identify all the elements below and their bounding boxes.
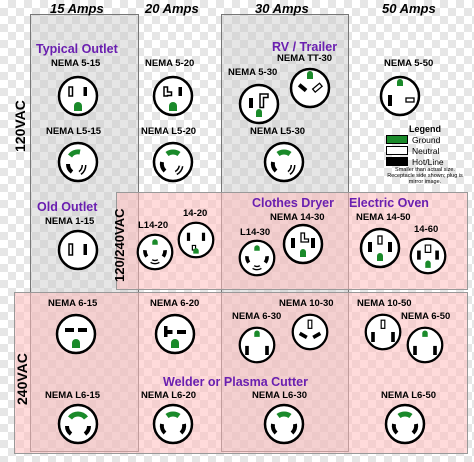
group-title-electric-oven: Electric Oven bbox=[349, 196, 429, 210]
label-nema-5-30: NEMA 5-30 bbox=[228, 67, 278, 78]
receptacle-nema-14-30 bbox=[282, 223, 324, 265]
legend-item-ground: Ground bbox=[386, 134, 464, 145]
receptacle-nema-l6-15 bbox=[57, 403, 99, 445]
label-nema-14-50: NEMA 14-50 bbox=[356, 212, 411, 223]
label-nema-6-20: NEMA 6-20 bbox=[150, 298, 200, 309]
label-nema-l6-15: NEMA L6-15 bbox=[45, 390, 101, 401]
receptacle-nema-6-15 bbox=[55, 313, 97, 355]
label-nema-tt-30: NEMA TT-30 bbox=[277, 53, 333, 64]
legend-swatch-hot bbox=[386, 157, 408, 166]
receptacle-l14-20 bbox=[136, 233, 174, 271]
receptacle-nema-l5-15 bbox=[57, 141, 99, 183]
label-nema-6-30: NEMA 6-30 bbox=[232, 311, 282, 322]
legend-swatch-neutral bbox=[386, 146, 408, 155]
legend-label-ground: Ground bbox=[412, 134, 441, 145]
receptacle-nema-6-30 bbox=[238, 326, 276, 364]
receptacle-nema-tt-30 bbox=[289, 67, 331, 109]
label-nema-10-30: NEMA 10-30 bbox=[279, 298, 334, 309]
label-nema-10-50: NEMA 10-50 bbox=[357, 298, 412, 309]
label-nema-6-50: NEMA 6-50 bbox=[401, 311, 451, 322]
legend-note: Smaller than actual size. Receptacle sid… bbox=[387, 167, 463, 185]
label-nema-5-20: NEMA 5-20 bbox=[145, 58, 195, 69]
row-label-120vac: 120VAC bbox=[12, 100, 28, 152]
receptacle-l14-30 bbox=[238, 239, 276, 277]
label-14-20: 14-20 bbox=[183, 208, 208, 219]
group-title-old-outlet: Old Outlet bbox=[37, 200, 98, 214]
label-l14-30: L14-30 bbox=[240, 227, 271, 238]
legend-title: Legend bbox=[408, 124, 441, 134]
label-l14-20: L14-20 bbox=[138, 220, 169, 231]
label-nema-l5-30: NEMA L5-30 bbox=[250, 126, 306, 137]
receptacle-nema-l6-50 bbox=[384, 403, 426, 445]
receptacle-nema-5-50 bbox=[379, 75, 421, 117]
group-title-clothes-dryer: Clothes Dryer bbox=[252, 196, 334, 210]
receptacle-nema-14-50 bbox=[359, 227, 401, 269]
receptacle-nema-l5-30 bbox=[263, 141, 305, 183]
label-nema-l5-20: NEMA L5-20 bbox=[141, 126, 197, 137]
group-title-rv-trailer: RV / Trailer bbox=[272, 40, 338, 54]
receptacle-nema-6-20 bbox=[154, 313, 196, 355]
legend-item-neutral: Neutral bbox=[386, 145, 464, 156]
column-header-15amps: 15 Amps bbox=[50, 1, 104, 16]
receptacle-nema-l6-30 bbox=[263, 403, 305, 445]
receptacle-nema-l6-20 bbox=[152, 403, 194, 445]
label-nema-l6-30: NEMA L6-30 bbox=[252, 390, 308, 401]
legend-item-hot: Hot/Line bbox=[386, 156, 464, 167]
column-header-20amps: 20 Amps bbox=[145, 1, 199, 16]
receptacle-nema-6-50 bbox=[406, 326, 444, 364]
receptacle-14-60 bbox=[409, 237, 447, 275]
legend-label-hot: Hot/Line bbox=[412, 156, 444, 167]
label-nema-5-50: NEMA 5-50 bbox=[384, 58, 434, 69]
row-label-240vac: 240VAC bbox=[14, 353, 30, 405]
label-nema-5-15: NEMA 5-15 bbox=[51, 58, 101, 69]
column-header-50amps: 50 Amps bbox=[382, 1, 436, 16]
group-title-typical-outlet: Typical Outlet bbox=[36, 42, 118, 56]
label-nema-l6-20: NEMA L6-20 bbox=[141, 390, 197, 401]
receptacle-nema-l5-20 bbox=[152, 141, 194, 183]
label-14-60: 14-60 bbox=[414, 224, 439, 235]
column-header-30amps: 30 Amps bbox=[255, 1, 309, 16]
receptacle-nema-5-15 bbox=[57, 75, 99, 117]
legend: Legend Ground Neutral Hot/Line Smaller t… bbox=[386, 124, 464, 185]
legend-label-neutral: Neutral bbox=[412, 145, 440, 156]
receptacle-nema-5-30 bbox=[238, 83, 280, 125]
receptacle-nema-5-20 bbox=[152, 75, 194, 117]
label-nema-l5-15: NEMA L5-15 bbox=[46, 126, 102, 137]
legend-swatch-ground bbox=[386, 135, 408, 144]
receptacle-nema-1-15 bbox=[57, 229, 99, 271]
label-nema-6-15: NEMA 6-15 bbox=[48, 298, 98, 309]
group-title-welder: Welder or Plasma Cutter bbox=[163, 375, 308, 389]
receptacle-14-20 bbox=[177, 221, 215, 259]
receptacle-nema-10-30 bbox=[291, 313, 329, 351]
receptacle-nema-10-50 bbox=[364, 313, 402, 351]
label-nema-14-30: NEMA 14-30 bbox=[270, 212, 325, 223]
row-label-120-240vac: 120/240VAC bbox=[112, 208, 127, 282]
label-nema-l6-50: NEMA L6-50 bbox=[381, 390, 437, 401]
label-nema-1-15: NEMA 1-15 bbox=[45, 216, 95, 227]
